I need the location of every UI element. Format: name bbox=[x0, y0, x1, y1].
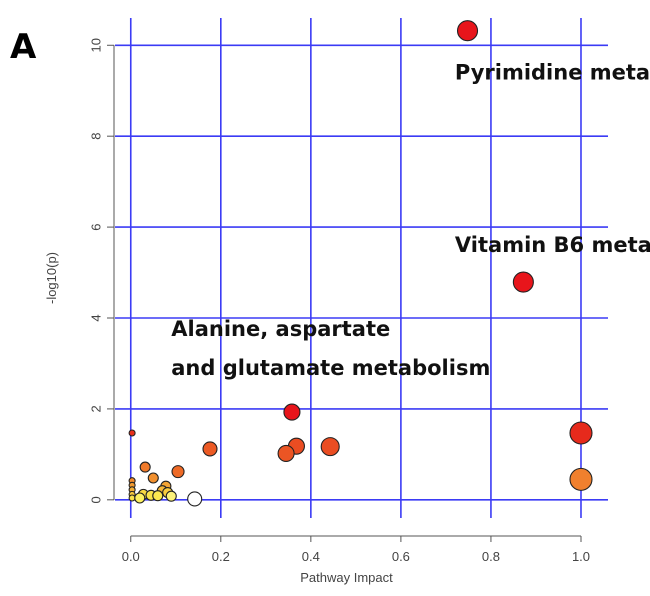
data-point bbox=[456, 20, 479, 42]
axes: 0.0 0.2 0.4 0.6 0.8 1.0 0 2 4 6 8 10 bbox=[88, 38, 590, 564]
x-tick-label: 0.8 bbox=[482, 549, 500, 564]
data-point bbox=[128, 494, 136, 502]
annotation-label: and glutamate metabolism bbox=[171, 356, 490, 380]
data-point bbox=[283, 403, 301, 421]
y-tick-label: 2 bbox=[88, 405, 103, 412]
data-point bbox=[277, 444, 295, 463]
data-point bbox=[165, 490, 177, 502]
x-tick-label: 0.4 bbox=[302, 549, 320, 564]
y-tick-label: 4 bbox=[88, 314, 103, 321]
data-points bbox=[128, 20, 593, 507]
data-point bbox=[171, 465, 185, 479]
data-point bbox=[139, 461, 151, 473]
data-point bbox=[569, 421, 593, 445]
x-axis-label: Pathway Impact bbox=[300, 570, 393, 585]
x-tick-label: 0.0 bbox=[122, 549, 140, 564]
data-point bbox=[147, 472, 159, 484]
y-tick-label: 6 bbox=[88, 223, 103, 230]
data-point bbox=[202, 441, 218, 457]
annotation-label: Vitamin B6 metabolism bbox=[455, 233, 650, 257]
data-point bbox=[320, 437, 340, 457]
y-tick-label: 0 bbox=[88, 496, 103, 503]
x-tick-label: 0.6 bbox=[392, 549, 410, 564]
x-tick-label: 1.0 bbox=[572, 549, 590, 564]
data-point bbox=[187, 491, 203, 507]
panel-letter: A bbox=[10, 27, 37, 67]
grid-lines bbox=[115, 18, 608, 518]
x-tick-label: 0.2 bbox=[212, 549, 230, 564]
data-point bbox=[569, 467, 593, 491]
data-point bbox=[152, 490, 164, 502]
data-point bbox=[134, 492, 146, 504]
annotations: Pyrimidine metabolism Vitamin B6 metaboli… bbox=[171, 60, 650, 379]
data-point bbox=[512, 271, 534, 293]
y-tick-label: 10 bbox=[88, 38, 103, 52]
data-point bbox=[128, 429, 136, 437]
y-tick-label: 8 bbox=[88, 133, 103, 140]
annotation-label: Pyrimidine metabolism bbox=[455, 60, 650, 84]
annotation-label: Alanine, aspartate bbox=[171, 317, 390, 341]
y-axis-label: -log10(p) bbox=[44, 252, 59, 304]
